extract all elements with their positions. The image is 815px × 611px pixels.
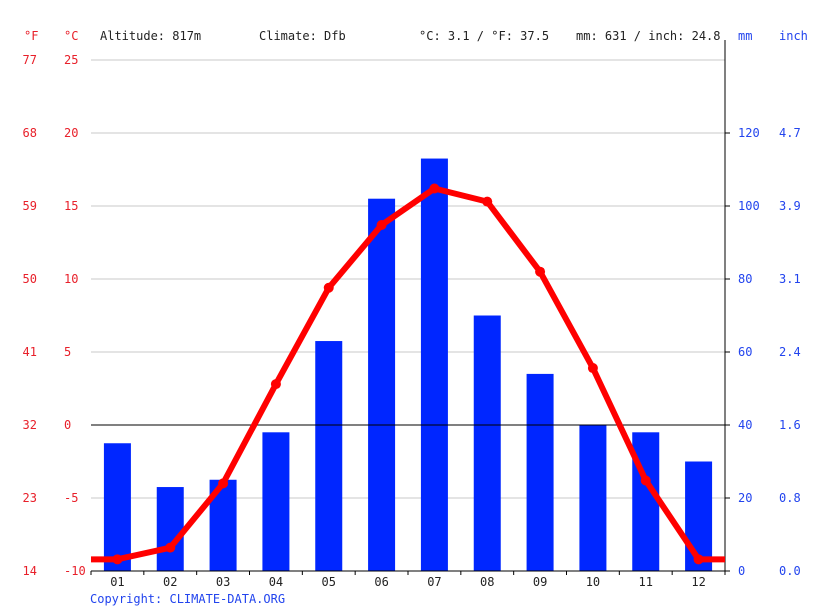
avg-temp-label: °C: 3.1 / °F: 37.5 [419,29,550,43]
fahrenheit-tick-label: 23 [23,491,37,505]
temperature-point [323,282,334,293]
header-unit-f: °F [24,29,39,43]
precipitation-bar [579,425,607,571]
temperature-point [587,363,598,374]
precipitation-bar [420,158,448,572]
axes [90,40,730,575]
celsius-tick-label: 20 [64,126,78,140]
temperature-point [640,475,651,486]
temperature-point [429,183,440,194]
gridlines [91,59,725,499]
month-label: 08 [480,575,494,589]
precipitation-bar [368,198,396,571]
header-unit-mm: mm [738,29,753,43]
fahrenheit-tick-label: 32 [23,418,37,432]
month-label: 04 [269,575,283,589]
temperature-polyline [91,185,725,563]
celsius-tick-label: 0 [64,418,71,432]
temperature-point [535,266,546,277]
precipitation-bar [262,432,290,571]
month-label: 10 [586,575,600,589]
temperature-line [91,183,725,565]
celsius-tick-label: 15 [64,199,78,213]
inch-tick-label: 3.1 [779,272,801,286]
precipitation-bar [315,341,343,571]
precipitation-bar [632,432,660,571]
month-label: 05 [322,575,336,589]
fahrenheit-tick-label: 77 [23,53,37,67]
mm-tick-label: 80 [738,272,752,286]
inch-tick-label: 0.8 [779,491,801,505]
header-unit-inch: inch [779,29,808,43]
month-label: 01 [110,575,124,589]
month-label: 11 [639,575,653,589]
celsius-tick-label: 5 [64,345,71,359]
precipitation-bar [473,315,501,571]
temperature-point [270,379,281,390]
mm-tick-label: 40 [738,418,752,432]
month-label: 03 [216,575,230,589]
copyright-link[interactable]: Copyright: CLIMATE-DATA.ORG [90,592,286,606]
temperature-point [165,542,176,553]
precipitation-bar [156,487,184,571]
month-label: 09 [533,575,547,589]
inch-tick-label: 3.9 [779,199,801,213]
precipitation-bar [685,461,713,571]
inch-tick-label: 4.7 [779,126,801,140]
fahrenheit-tick-label: 50 [23,272,37,286]
temperature-point [112,554,123,565]
month-label: 06 [374,575,388,589]
month-label: 07 [427,575,441,589]
inch-tick-label: 1.6 [779,418,801,432]
fahrenheit-tick-label: 68 [23,126,37,140]
celsius-tick-label: 25 [64,53,78,67]
inch-tick-label: 2.4 [779,345,801,359]
celsius-tick-label: -10 [64,564,86,578]
celsius-tick-label: 10 [64,272,78,286]
temperature-point [482,196,493,207]
precipitation-bars [103,158,713,572]
temperature-point [376,219,387,230]
mm-tick-label: 60 [738,345,752,359]
mm-tick-label: 120 [738,126,760,140]
fahrenheit-tick-label: 14 [23,564,37,578]
mm-tick-label: 100 [738,199,760,213]
mm-tick-label: 0 [738,564,745,578]
month-label: 12 [691,575,705,589]
temperature-point [218,478,229,489]
temperature-point [693,554,704,565]
precip-total-label: mm: 631 / inch: 24.8 [576,29,721,43]
month-label: 02 [163,575,177,589]
altitude-label: Altitude: 817m [100,29,202,43]
climate-label: Climate: Dfb [259,29,346,43]
fahrenheit-tick-label: 41 [23,345,37,359]
precipitation-bar [526,373,554,571]
precipitation-bar [103,443,131,571]
mm-tick-label: 20 [738,491,752,505]
fahrenheit-tick-label: 59 [23,199,37,213]
celsius-tick-label: -5 [64,491,78,505]
inch-tick-label: 0.0 [779,564,801,578]
header-unit-c: °C [64,29,79,43]
